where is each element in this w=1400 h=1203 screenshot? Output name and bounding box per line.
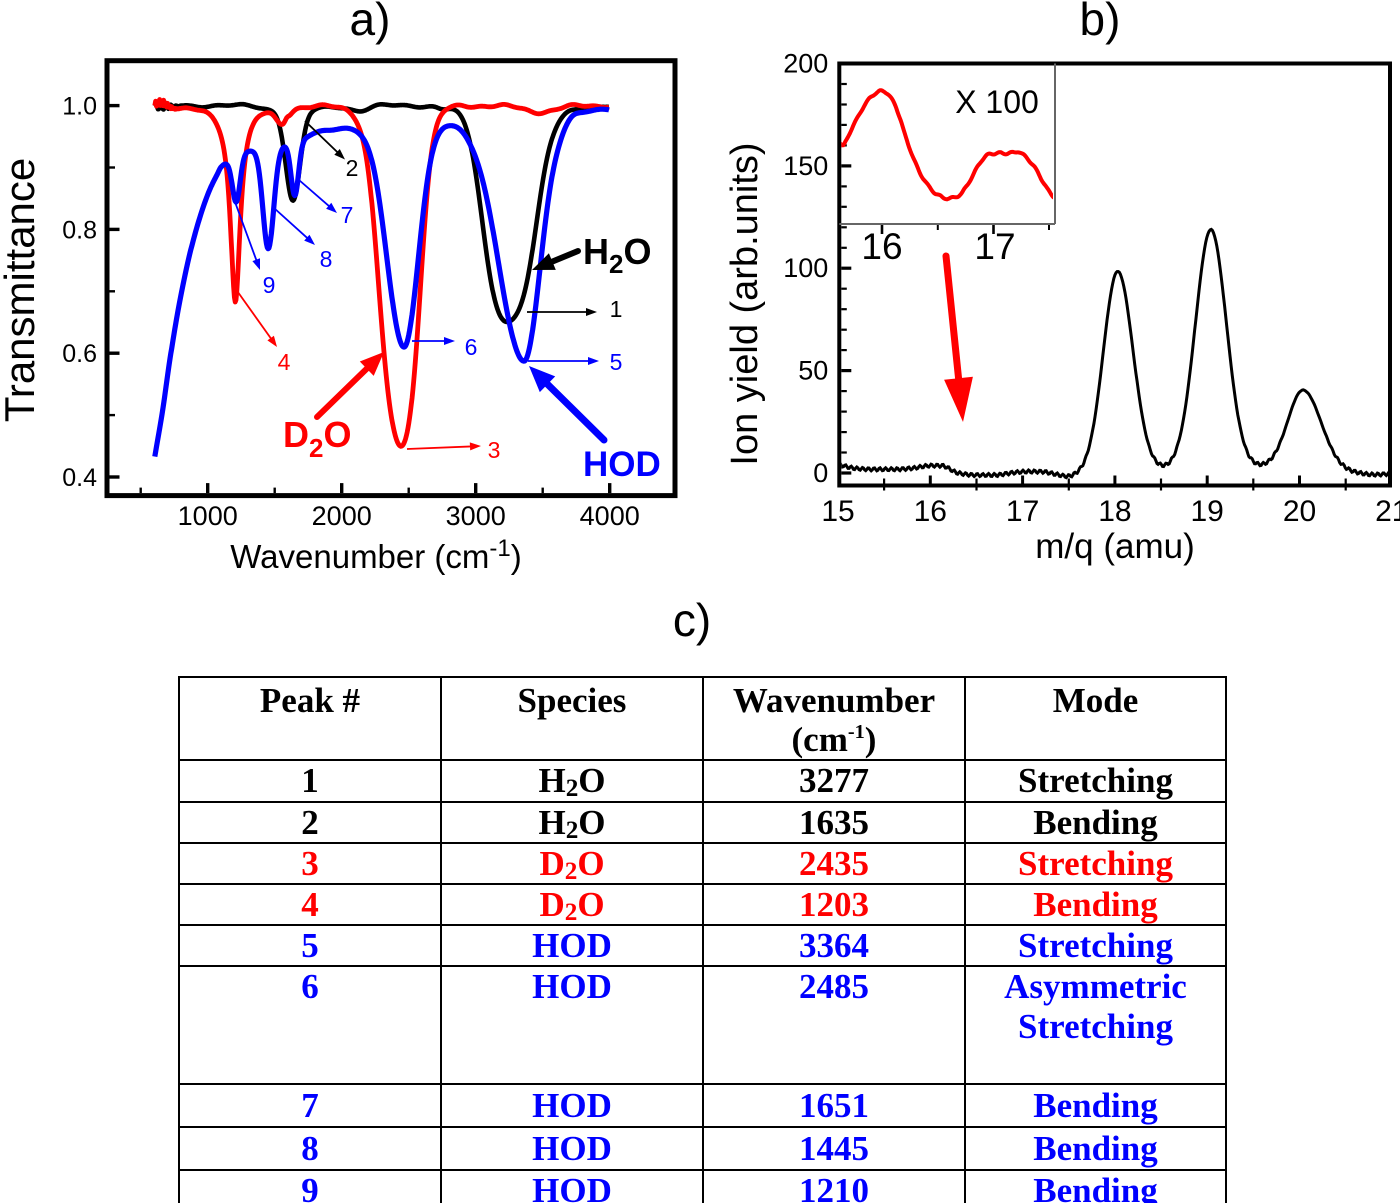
svg-text:15: 15 <box>821 495 854 528</box>
svg-text:2000: 2000 <box>312 501 372 531</box>
svg-text:4000: 4000 <box>580 501 640 531</box>
svg-text:150: 150 <box>783 151 828 181</box>
svg-text:1000: 1000 <box>178 501 238 531</box>
svg-text:7: 7 <box>341 202 354 228</box>
svg-text:X 100: X 100 <box>955 84 1039 120</box>
svg-text:50: 50 <box>798 356 828 386</box>
svg-text:17: 17 <box>1006 495 1039 528</box>
svg-text:17: 17 <box>974 226 1015 267</box>
svg-text:c): c) <box>673 594 711 646</box>
svg-text:18: 18 <box>1098 495 1131 528</box>
svg-text:Ion yield (arb.units): Ion yield (arb.units) <box>724 142 766 465</box>
svg-text:Transmittance: Transmittance <box>0 158 43 423</box>
svg-text:9: 9 <box>263 272 276 298</box>
svg-text:1: 1 <box>610 296 623 322</box>
svg-text:21: 21 <box>1375 495 1400 528</box>
svg-text:2: 2 <box>346 155 359 181</box>
svg-text:a): a) <box>350 0 391 45</box>
svg-text:19: 19 <box>1191 495 1224 528</box>
svg-text:100: 100 <box>783 253 828 283</box>
svg-text:0.4: 0.4 <box>62 464 97 492</box>
svg-text:4: 4 <box>278 349 291 375</box>
svg-text:3: 3 <box>488 437 501 463</box>
svg-text:HOD: HOD <box>583 445 661 484</box>
svg-text:m/q (amu): m/q (amu) <box>1035 527 1194 566</box>
svg-text:16: 16 <box>914 495 947 528</box>
svg-text:3000: 3000 <box>446 501 506 531</box>
svg-text:1.0: 1.0 <box>62 93 97 121</box>
svg-text:0.8: 0.8 <box>62 216 97 244</box>
svg-text:20: 20 <box>1283 495 1316 528</box>
svg-text:0: 0 <box>813 458 828 488</box>
svg-text:16: 16 <box>861 226 902 267</box>
svg-text:5: 5 <box>610 349 623 375</box>
svg-text:Wavenumber (cm-1): Wavenumber (cm-1) <box>230 535 522 575</box>
svg-text:0.6: 0.6 <box>62 340 97 368</box>
svg-text:6: 6 <box>465 334 478 360</box>
svg-text:b): b) <box>1080 0 1121 45</box>
svg-text:200: 200 <box>783 49 828 79</box>
svg-text:8: 8 <box>320 246 333 272</box>
